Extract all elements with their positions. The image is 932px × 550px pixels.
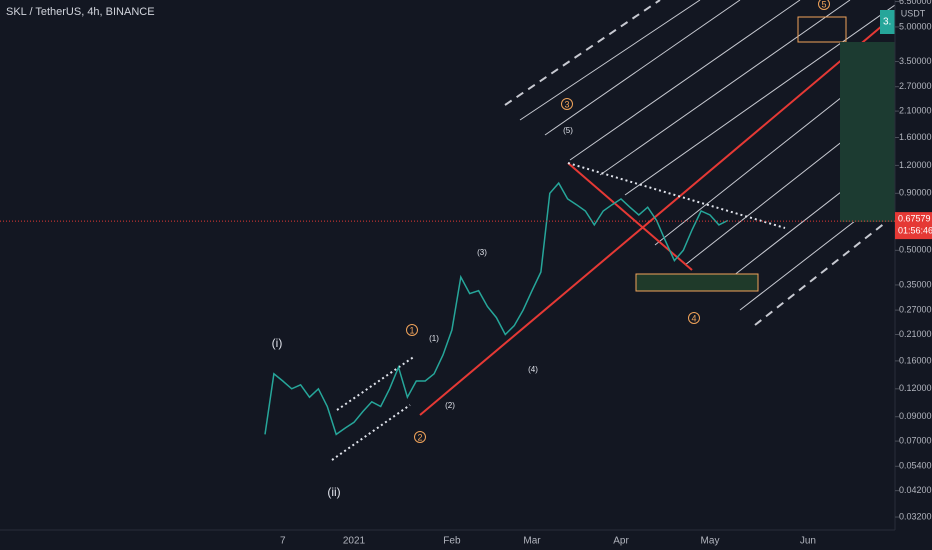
x-tick-label: Apr [613, 536, 629, 547]
y-tick-label: 0.21000 [899, 329, 932, 339]
wave-label: 2 [414, 431, 426, 443]
wave-label: (2) [445, 401, 455, 410]
wave-label-text: 3 [564, 99, 569, 109]
price-line [264, 181, 729, 436]
wave-label-text: (4) [528, 365, 538, 374]
y-tick-label: 0.07000 [899, 435, 932, 445]
chart-title: SKL / TetherUS, 4h, BINANCE [6, 6, 155, 18]
channel-line [519, 0, 701, 121]
wave-label: (5) [563, 126, 573, 135]
y-tick-label: 0.09000 [899, 411, 932, 421]
target-box [797, 16, 847, 43]
channel-line [624, 4, 896, 196]
y-tick-label: 0.05400 [899, 461, 932, 471]
wave-label: 1 [406, 324, 418, 336]
trend-line [336, 355, 416, 411]
target-tag [880, 10, 895, 34]
y-tick-label: 1.20000 [899, 160, 932, 170]
y-tick-label: 2.10000 [899, 105, 932, 115]
wave-label-text: (3) [477, 248, 487, 257]
y-tick-label: 0.03200 [899, 511, 932, 521]
y-tick-label: 0.50000 [899, 245, 932, 255]
wave-label: 5 [818, 0, 830, 10]
wave-circle [561, 98, 573, 110]
wave-label-text: 1 [409, 325, 414, 335]
wave-label: (ii) [327, 485, 340, 499]
channel-line [504, 0, 661, 106]
wave-label-text: (2) [445, 401, 455, 410]
wave-label: (3) [477, 248, 487, 257]
channel-line [599, 0, 851, 176]
y-tick-label: 1.60000 [899, 132, 932, 142]
zone-box [635, 273, 759, 292]
wave-label-text: 4 [691, 313, 696, 323]
target-label: 3. [883, 17, 891, 28]
wave-label: (i) [272, 336, 283, 350]
wave-label-text: (5) [563, 126, 573, 135]
x-tick-label: Feb [443, 536, 461, 547]
wave-label-text: 5 [821, 0, 826, 9]
wave-circle [818, 0, 830, 10]
wave-circle [406, 324, 418, 336]
wave-circle [414, 431, 426, 443]
y-tick-label: 5.00000 [899, 21, 932, 31]
y-tick-label: 0.90000 [899, 188, 932, 198]
wave-label: (1) [429, 334, 439, 343]
y-tick-label: 0.27000 [899, 304, 932, 314]
wave-label: 3 [561, 98, 573, 110]
wave-label: (4) [528, 365, 538, 374]
x-tick-label: Mar [523, 536, 541, 547]
channel-line [544, 0, 741, 136]
last-price-label: 0.67579 [898, 213, 931, 223]
y-tick-label: 0.16000 [899, 355, 932, 365]
x-tick-label: 7 [280, 536, 286, 547]
currency-label: USDT [901, 8, 926, 18]
y-tick-label: 3.50000 [899, 56, 932, 66]
wave-label: 4 [688, 312, 700, 324]
channel-line [569, 0, 801, 161]
y-tick-label: 0.04200 [899, 485, 932, 495]
wave-circle [688, 312, 700, 324]
y-tick-label: 0.12000 [899, 383, 932, 393]
long-position [840, 42, 895, 222]
median-line [419, 14, 896, 416]
y-tick-label: 6.50000 [899, 0, 932, 6]
x-tick-label: Jun [800, 536, 816, 547]
y-tick-label: 0.35000 [899, 279, 932, 289]
y-tick-label: 2.70000 [899, 81, 932, 91]
wave-label-text: (ii) [327, 485, 340, 499]
wave-label-text: (i) [272, 336, 283, 350]
x-tick-label: May [701, 536, 720, 547]
channel-line [754, 214, 896, 326]
trend-line [331, 404, 411, 461]
countdown-label: 01:56:46 [898, 225, 932, 235]
wave-label-text: (1) [429, 334, 439, 343]
last-price-tag [895, 212, 932, 240]
x-tick-label: 2021 [343, 536, 366, 547]
wave-label-text: 2 [417, 432, 422, 442]
drawings [0, 0, 896, 531]
